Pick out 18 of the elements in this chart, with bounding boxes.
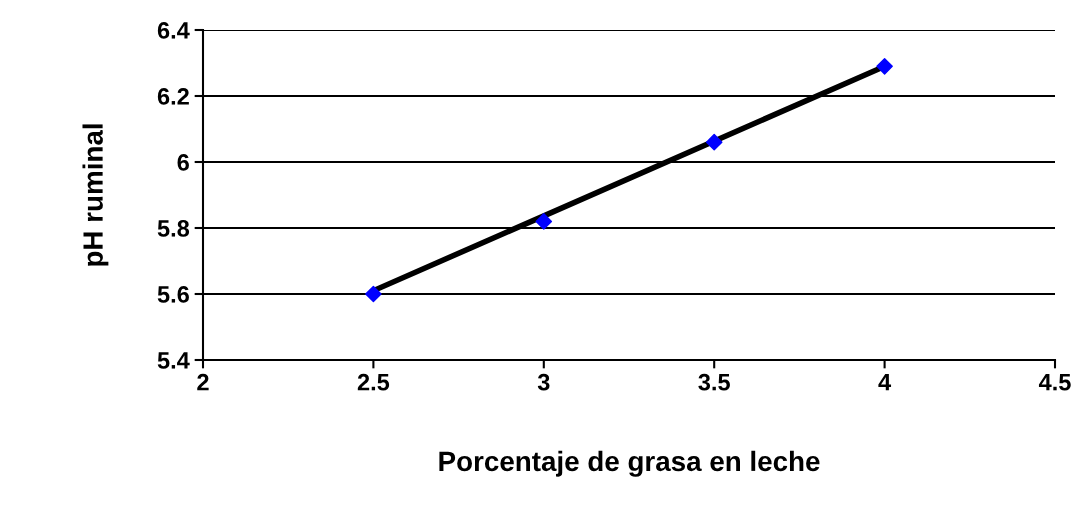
x-tick-label: 4 <box>878 374 892 391</box>
x-tick-label: 3 <box>537 373 550 391</box>
point <box>705 133 723 151</box>
x-axis-title: Porcentaje de grasa en leche <box>439 450 820 477</box>
x-tick-label: 3.5 <box>698 373 730 391</box>
y-tick-label: 5.8 <box>157 220 190 237</box>
y-tick-label: 5.6 <box>157 286 189 303</box>
y-tick-label: 6 <box>177 154 189 171</box>
y-axis-title: pH ruminal <box>82 124 109 266</box>
point <box>876 57 893 75</box>
point <box>535 213 553 230</box>
y-tick-label: 6.2 <box>157 88 189 105</box>
x-tick-label: 2 <box>197 373 209 391</box>
y-tick-label: 6.4 <box>157 22 190 39</box>
x-tick-label: 2.5 <box>357 373 390 391</box>
x-tick-label: 4.5 <box>1038 374 1071 391</box>
y-tick-label: 5.4 <box>157 352 190 369</box>
point <box>365 285 382 303</box>
